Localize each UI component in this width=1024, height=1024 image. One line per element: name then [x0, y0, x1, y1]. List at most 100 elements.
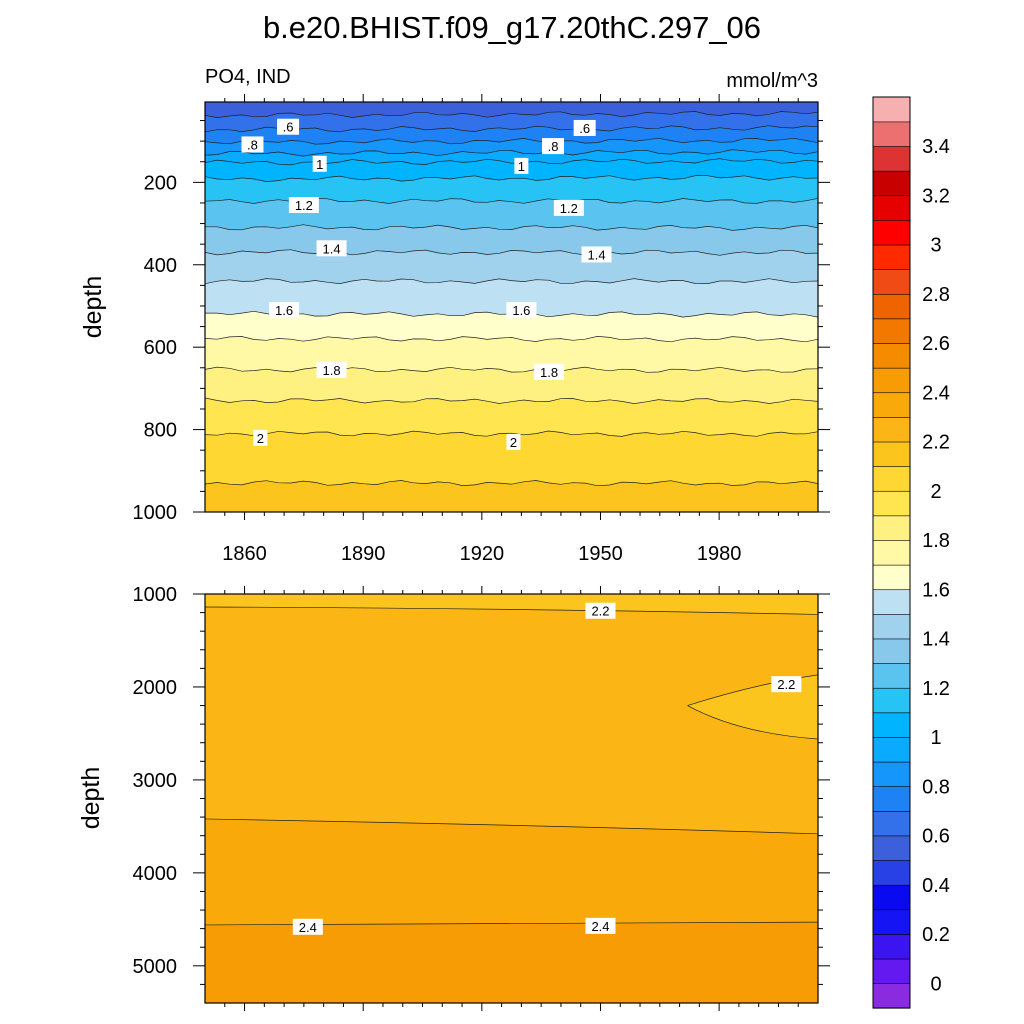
contour-line: [205, 149, 818, 157]
colorbar-swatch: [872, 441, 911, 467]
y-tick-label: 3000: [133, 770, 178, 792]
contour-label-text: .8: [247, 137, 258, 152]
contour-label-text: 2.4: [591, 919, 609, 934]
contour-label-text: .6: [283, 120, 294, 135]
y-tick-label: 4000: [133, 863, 178, 885]
contour-label: 1: [514, 157, 529, 174]
colorbar-swatch: [872, 786, 911, 812]
contour-label-text: 1.2: [295, 198, 313, 213]
colorbar-swatch: [872, 589, 911, 615]
colorbar-swatch: [872, 539, 911, 566]
contour-line: [687, 705, 818, 740]
contour-label-text: 1: [518, 159, 525, 174]
colorbar-label: 0: [930, 973, 941, 995]
colorbar-label: 0.8: [922, 776, 950, 798]
x-tick-label: 1920: [460, 543, 505, 565]
contour-label: 2: [253, 429, 268, 446]
contour-label: 1.2: [288, 197, 319, 214]
contour-band: [205, 922, 818, 1003]
contour-line: [205, 224, 818, 231]
contour-label-text: 2: [257, 431, 264, 446]
colorbar-swatch: [872, 761, 911, 788]
y-tick-label: 800: [144, 420, 177, 442]
y-tick-label: 1000: [133, 502, 178, 524]
contour-label: 1: [312, 155, 327, 172]
colorbar-swatch: [872, 269, 911, 295]
colorbar-label: 1.8: [922, 530, 950, 552]
colorbar-swatch: [872, 490, 911, 517]
colorbar-swatch: [872, 195, 911, 221]
contour-label-bg: [573, 119, 596, 136]
colorbar-swatch: [872, 859, 911, 886]
colorbar-swatch: [872, 145, 911, 172]
colorbar-swatch: [872, 662, 911, 689]
upper-y-axis-label: depth: [79, 276, 107, 339]
contour-band: [205, 480, 818, 512]
colorbar-label: 2.4: [922, 383, 950, 405]
y-tick-label: 400: [144, 255, 177, 277]
upper-contour-fill: [205, 102, 818, 512]
variable-subtitle: PO4, IND: [205, 66, 291, 88]
contour-label-bg: [316, 361, 347, 378]
contour-label: 1.4: [316, 240, 347, 257]
colorbar-swatch: [872, 170, 911, 197]
x-tick-label: 1950: [578, 543, 623, 565]
colorbar-label: 0.4: [922, 875, 950, 897]
contour-line: [205, 278, 818, 285]
colorbar-swatch: [872, 564, 911, 591]
contour-label: 1.2: [553, 199, 584, 216]
contour-line: [205, 336, 818, 343]
contour-label-bg: [771, 676, 802, 693]
contour-label-bg: [253, 429, 268, 446]
contour-label: 2.2: [585, 602, 616, 619]
colorbar-swatch: [872, 367, 911, 394]
colorbar-swatch: [872, 515, 911, 541]
contour-line: [205, 366, 818, 373]
contour-label-text: 1.8: [540, 365, 558, 380]
contour-label-text: 2: [510, 435, 517, 450]
contour-label-text: 2.2: [777, 677, 795, 692]
contour-line: [205, 818, 818, 835]
contour-label-bg: [534, 363, 565, 380]
colorbar-swatch: [872, 687, 911, 714]
colorbar-frame: [872, 96, 911, 1009]
lower-depth-panel: 2.2 2.2 2.4 2.4 1000 2000 3000 4000 5000 depth: [77, 584, 830, 1011]
x-tick-label: 1980: [697, 543, 742, 565]
contour-label-text: 2.4: [299, 920, 317, 935]
contour-label-bg: [288, 197, 319, 214]
contour-label-text: 1.8: [323, 363, 341, 378]
contour-label-text: .8: [548, 139, 559, 154]
contour-label: 1.4: [581, 246, 612, 263]
contour-label-text: 1.6: [275, 303, 293, 318]
contour-label: .8: [542, 138, 565, 155]
contour-label-bg: [277, 118, 300, 135]
contour-line: [205, 158, 818, 166]
contour-label: 1.6: [269, 302, 300, 319]
colorbar: 3.4 3.2 3 2.8 2.6 2.4 2.2 2 1.8 1.6 1.4 1.2 1 0.8 0.6 0…: [872, 96, 950, 1009]
colorbar-label: 2.2: [922, 432, 950, 454]
contour-label: .6: [573, 119, 596, 136]
colorbar-swatch: [872, 712, 911, 738]
lower-contour-labels: 2.2 2.2 2.4 2.4: [292, 602, 802, 935]
y-tick-label: 600: [144, 337, 177, 359]
contour-label-bg: [312, 155, 327, 172]
colorbar-swatch: [872, 96, 911, 123]
contour-label: 2.2: [771, 676, 802, 693]
colorbar-swatch: [872, 884, 911, 911]
contour-label-bg: [581, 246, 612, 263]
units-subtitle: mmol/m^3: [726, 70, 818, 92]
contour-label-bg: [585, 917, 616, 934]
chart-title: b.e20.BHIST.f09_g17.20thC.297_06: [263, 10, 761, 45]
y-tick-label: 200: [144, 172, 177, 194]
contour-label-text: 1.6: [512, 303, 530, 318]
colorbar-swatch: [872, 983, 911, 1009]
colorbar-label: 1: [930, 727, 941, 749]
colorbar-swatch: [872, 638, 911, 664]
colorbar-label: 1.6: [922, 579, 950, 601]
colorbar-label: 3: [930, 235, 941, 257]
contour-label-bg: [542, 138, 565, 155]
contour-label-bg: [269, 302, 300, 319]
colorbar-swatch: [872, 342, 911, 369]
colorbar-swatch: [872, 613, 911, 640]
colorbar-swatch: [872, 318, 911, 344]
